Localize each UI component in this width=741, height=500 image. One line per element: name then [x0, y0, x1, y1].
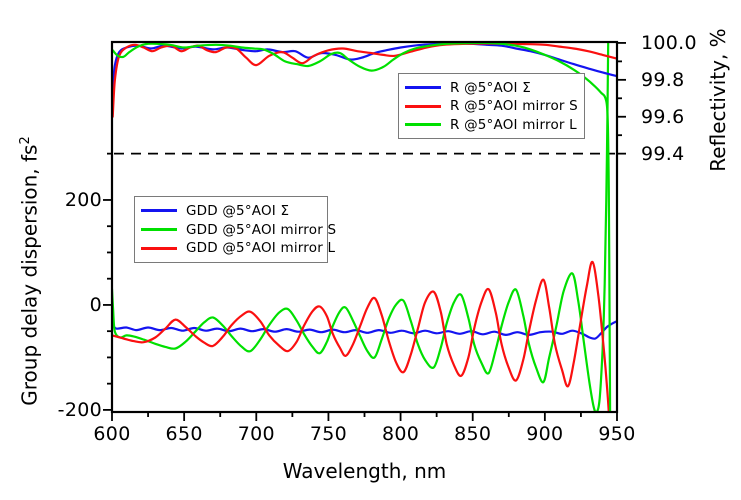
x-tick-label: 650	[165, 423, 203, 445]
x-tick-label: 600	[93, 423, 131, 445]
legend-entry: R @5°AOI Σ	[405, 80, 578, 96]
left-axis-title-superscript: 2	[18, 136, 33, 145]
legend-line-sample	[405, 104, 441, 108]
left-axis-title: Group delay dispersion, fs2	[17, 136, 42, 406]
legend-line-sample	[141, 228, 177, 231]
right-axis-title: Reflectivity, %	[706, 28, 730, 172]
reflectivity-legend: R @5°AOI Σ R @5°AOI mirror S R @5°AOI mirr…	[398, 73, 585, 139]
legend-line-sample	[141, 209, 177, 213]
curve-gdd-mirror-s	[113, 43, 610, 411]
right-tick-label: 99.8	[641, 68, 685, 91]
legend-entry-label: GDD @5°AOI mirror L	[186, 240, 336, 257]
right-tick-label: 99.4	[641, 142, 685, 165]
legend-line-sample	[141, 246, 177, 250]
x-axis-title: Wavelength, nm	[282, 459, 447, 483]
legend-entry-label: R @5°AOI mirror S	[450, 98, 578, 114]
right-tick-label: 100.0	[641, 31, 697, 54]
x-tick-label: 900	[526, 423, 564, 445]
gdd-legend: GDD @5°AOI Σ GDD @5°AOI mirror S GDD @5°AO…	[134, 196, 336, 263]
legend-entry: GDD @5°AOI mirror S	[141, 222, 336, 238]
legend-entry: R @5°AOI mirror L	[405, 117, 578, 133]
x-tick-label: 700	[237, 423, 275, 445]
left-tick-label: 200	[64, 188, 102, 211]
legend-entry: GDD @5°AOI Σ	[141, 203, 321, 219]
x-tick-label: 850	[454, 423, 492, 445]
curve-gdd-sum	[113, 320, 616, 340]
legend-line-sample	[405, 123, 441, 126]
legend-entry: GDD @5°AOI mirror L	[141, 240, 335, 256]
x-tick-label: 800	[381, 423, 420, 445]
legend-line-sample	[405, 86, 441, 89]
curve-r-mirror-l	[113, 43, 612, 411]
legend-entry: R @5°AOI mirror S	[405, 98, 578, 114]
legend-entry-label: GDD @5°AOI mirror S	[186, 221, 337, 238]
curves-group	[113, 43, 616, 411]
legend-entry-label: GDD @5°AOI Σ	[186, 202, 290, 219]
left-tick-label: -200	[57, 398, 102, 421]
legend-entry-label: R @5°AOI Σ	[450, 79, 531, 96]
left-tick-label: 0	[89, 293, 102, 316]
legend-entry-label: R @5°AOI mirror L	[450, 116, 577, 133]
curve-gdd-mirror-l	[113, 260, 610, 411]
x-tick-label: 950	[598, 423, 636, 445]
right-tick-label: 99.6	[641, 105, 685, 128]
x-tick-label: 750	[309, 423, 348, 445]
